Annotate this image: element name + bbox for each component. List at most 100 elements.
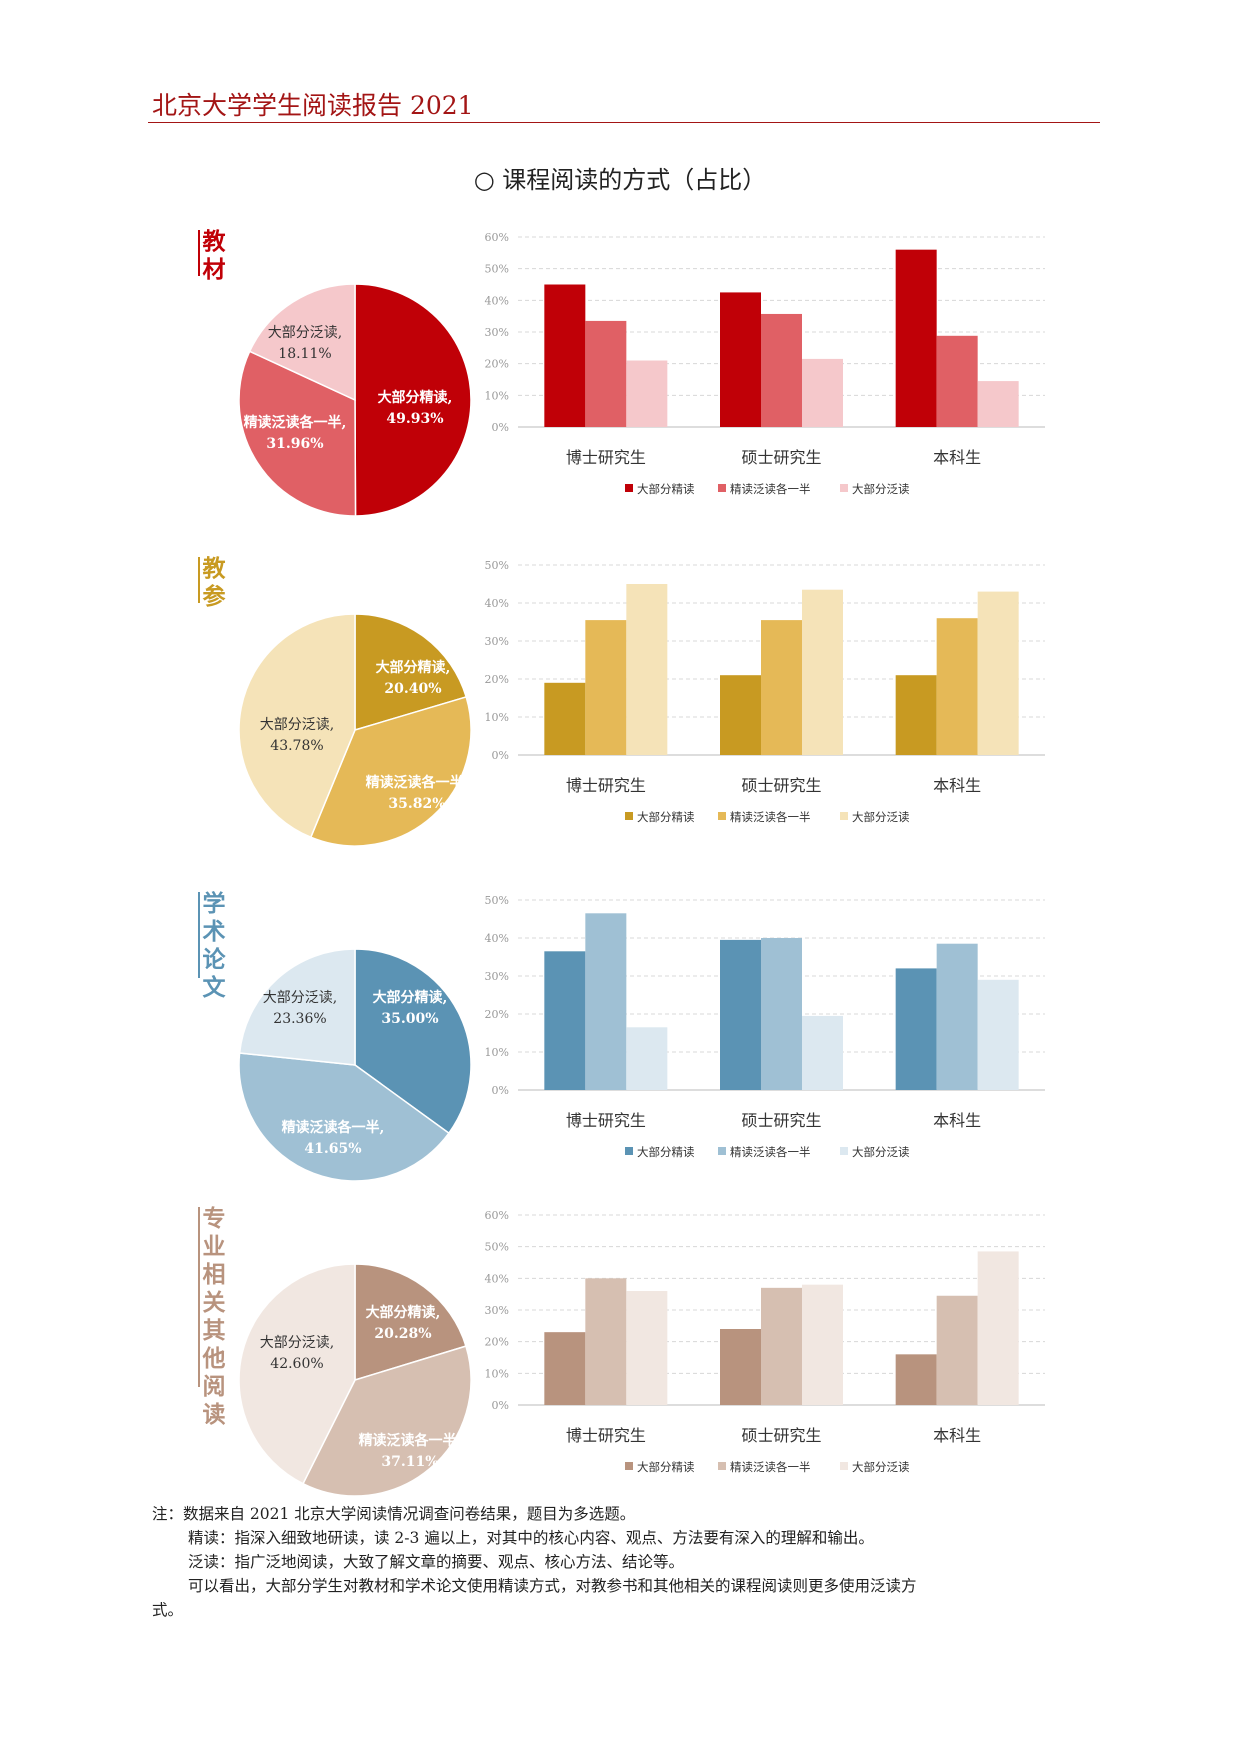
pie-slice: [354, 1263, 467, 1382]
y-tick-label: 30%: [485, 1304, 509, 1317]
category-label-bar: [198, 892, 200, 978]
category-tick-label: 本科生: [933, 1111, 981, 1130]
bar: [720, 939, 761, 1090]
bar: [977, 381, 1019, 427]
legend-label: 精读泛读各一半: [730, 1460, 811, 1474]
legend-swatch: [718, 812, 726, 820]
bar: [977, 591, 1019, 755]
y-tick-label: 10%: [485, 1367, 509, 1380]
note-conclusion: 可以看出，大部分学生对教材和学术论文使用精读方式，对教参书和其他相关的课程阅读则…: [188, 1577, 917, 1595]
category-label: 专业相关其他阅读: [202, 1205, 226, 1428]
y-tick-label: 10%: [485, 389, 509, 402]
y-tick-label: 40%: [485, 597, 509, 610]
y-tick-label: 40%: [485, 1272, 509, 1285]
pie-label-value: 43.78%: [270, 738, 323, 754]
bar: [802, 1015, 843, 1090]
note-extensive: 泛读：指广泛地阅读，大致了解文章的摘要、观点、核心方法、结论等。: [188, 1553, 685, 1571]
chart-section-2: 教参 大部分精读, 20.40% 精读泛读各一半, 35.82% 大部分泛读, 43.78%…: [0, 545, 1240, 875]
bar: [761, 313, 802, 427]
chart-svg: 大部分精读, 49.93% 精读泛读各一半, 31.96% 大部分泛读, 18.11% 0%…: [238, 231, 1045, 517]
pie-label-value: 42.60%: [270, 1356, 323, 1372]
legend-swatch: [840, 484, 848, 492]
note-source: 注：数据来自 2021 北京大学阅读情况调查问卷结果，题目为多选题。: [152, 1505, 636, 1523]
legend-label: 大部分精读: [637, 482, 695, 496]
bar: [761, 620, 802, 755]
pie-label-name: 精读泛读各一半,: [244, 414, 347, 431]
bar: [544, 951, 586, 1090]
pie-slice: [238, 1052, 450, 1182]
legend-label: 大部分泛读: [852, 810, 910, 824]
y-tick-label: 30%: [485, 970, 509, 983]
bar: [720, 1329, 761, 1405]
bar: [585, 620, 627, 755]
pie-label-name: 大部分精读,: [378, 389, 453, 406]
bar: [626, 1027, 668, 1090]
pie-slice: [302, 1345, 472, 1497]
category-tick-label: 本科生: [933, 776, 981, 795]
bar: [626, 360, 668, 427]
pie-label-value: 35.82%: [388, 796, 445, 812]
bar: [977, 979, 1019, 1090]
pie-label-value: 20.28%: [374, 1326, 431, 1342]
y-tick-label: 20%: [485, 358, 509, 371]
y-tick-label: 30%: [485, 635, 509, 648]
legend-label: 大部分精读: [637, 1460, 695, 1474]
legend-swatch: [625, 812, 633, 820]
pie-label-name: 大部分泛读,: [268, 324, 342, 341]
pie-slice: [354, 948, 472, 1135]
category-tick-label: 博士研究生: [566, 1426, 646, 1445]
notes: 注：数据来自 2021 北京大学阅读情况调查问卷结果，题目为多选题。 精读：指深…: [152, 1502, 1082, 1622]
category-tick-label: 硕士研究生: [741, 1111, 821, 1130]
pie-label-name: 大部分泛读,: [263, 989, 337, 1006]
category-label: 教参: [202, 555, 226, 610]
bar: [802, 1284, 843, 1405]
pie-slice: [309, 696, 472, 847]
note-conclusion-cont: 式。: [152, 1601, 184, 1619]
category-tick-label: 硕士研究生: [741, 448, 821, 467]
bar: [895, 1354, 937, 1405]
legend-swatch: [625, 484, 633, 492]
y-tick-label: 60%: [485, 231, 509, 244]
bar: [626, 584, 668, 755]
bar: [544, 284, 586, 427]
legend-swatch: [625, 1147, 633, 1155]
category-tick-label: 博士研究生: [566, 448, 646, 467]
pie-slice: [238, 613, 356, 839]
category-label-bar: [198, 1207, 200, 1387]
legend-swatch: [840, 1462, 848, 1470]
bar: [936, 335, 978, 427]
bar: [544, 682, 586, 755]
category-tick-label: 博士研究生: [566, 776, 646, 795]
legend-swatch: [625, 1462, 633, 1470]
pie-label-name: 大部分精读,: [376, 659, 451, 676]
chart-svg: 大部分精读, 20.28% 精读泛读各一半, 37.11% 大部分泛读, 42.60% 0%…: [238, 1209, 1045, 1497]
legend-swatch: [840, 1147, 848, 1155]
y-tick-label: 50%: [485, 894, 509, 907]
pie-label-name: 精读泛读各一半,: [359, 1432, 462, 1449]
pie-label-name: 大部分泛读,: [260, 716, 334, 733]
bar: [977, 1251, 1019, 1405]
pie-label-value: 20.40%: [384, 681, 441, 697]
category-label: 学术论文: [202, 890, 226, 1001]
y-tick-label: 40%: [485, 932, 509, 945]
legend-swatch: [840, 812, 848, 820]
y-tick-label: 0%: [492, 1399, 509, 1412]
legend-swatch: [718, 1147, 726, 1155]
bar: [720, 292, 761, 427]
legend-swatch: [718, 484, 726, 492]
bar: [802, 358, 843, 427]
pie-slice: [238, 350, 357, 517]
pie-slice: [248, 283, 356, 402]
pie-slice: [354, 613, 468, 732]
note-intensive: 精读：指深入细致地研读，读 2-3 遍以上，对其中的核心内容、观点、方法要有深入…: [188, 1529, 874, 1547]
bar: [895, 968, 937, 1090]
pie-label-value: 37.11%: [381, 1454, 438, 1470]
bar: [802, 589, 843, 755]
bar: [585, 320, 627, 427]
legend-label: 大部分精读: [637, 810, 695, 824]
chart-section-3: 学术论文 大部分精读, 35.00% 精读泛读各一半, 41.65% 大部分泛读, 23.3…: [0, 880, 1240, 1210]
report-header: 北京大学学生阅读报告 2021: [152, 91, 474, 120]
chart-svg: 大部分精读, 35.00% 精读泛读各一半, 41.65% 大部分泛读, 23.36% 0%…: [238, 894, 1045, 1182]
legend-label: 大部分泛读: [852, 482, 910, 496]
legend-label: 大部分精读: [637, 1145, 695, 1159]
